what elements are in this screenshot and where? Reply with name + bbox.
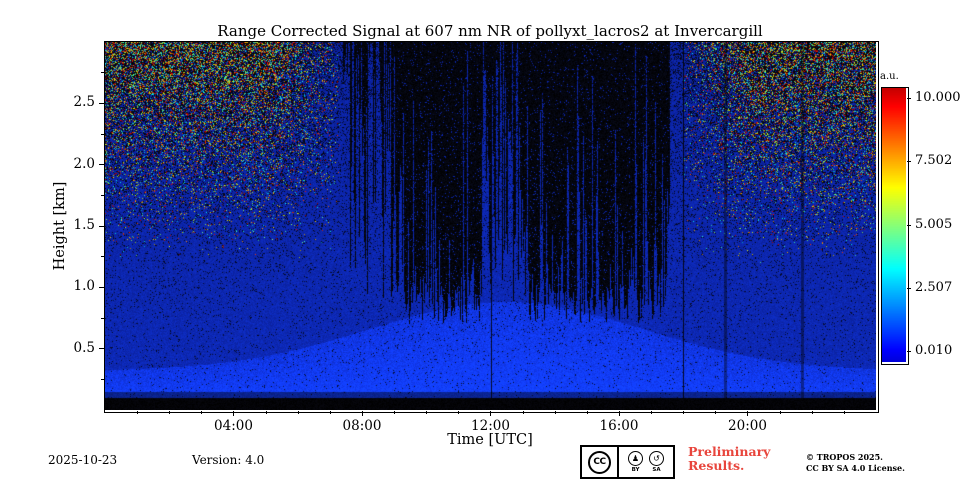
y-tick-mark — [99, 164, 104, 166]
colorbar-tick-label: 2.507 — [915, 279, 953, 295]
chart-title: Range Corrected Signal at 607 nm NR of p… — [217, 22, 763, 40]
x-tick-mark — [618, 411, 620, 416]
y-tick-label: 2.5 — [73, 94, 95, 111]
measurement-date-label: 2025-10-23 — [48, 453, 118, 467]
colorbar-tick-mark — [907, 351, 911, 353]
x-minor-tick-mark — [201, 411, 203, 414]
copyright-line2: CC BY SA 4.0 License. — [806, 463, 905, 473]
y-tick-label: 2.0 — [73, 155, 95, 172]
x-tick-mark — [490, 411, 491, 416]
colorbar-tick-mark — [907, 97, 911, 99]
x-minor-tick-mark — [522, 411, 524, 414]
x-minor-tick-mark — [426, 411, 428, 414]
x-minor-tick-mark — [554, 411, 556, 414]
cc-sa-share-icon: ↺ — [649, 451, 664, 466]
x-minor-tick-mark — [715, 411, 717, 414]
x-minor-tick-mark — [843, 411, 845, 414]
heatmap-canvas — [105, 42, 876, 410]
version-label: Version: 4.0 — [192, 453, 265, 467]
cc-sa-label: SA — [652, 467, 661, 473]
x-minor-tick-mark — [297, 411, 299, 414]
colorbar-tick-label: 0.010 — [915, 343, 953, 359]
y-minor-tick-mark — [101, 317, 104, 319]
x-tick-mark — [361, 411, 363, 416]
x-minor-tick-mark — [394, 411, 396, 414]
preliminary-results-note: Preliminary Results. — [688, 445, 770, 472]
x-minor-tick-mark — [779, 411, 781, 414]
x-minor-tick-mark — [265, 411, 267, 414]
colorbar-tick-label: 5.005 — [915, 216, 953, 232]
y-minor-tick-mark — [101, 72, 104, 74]
cc-icon: CC — [588, 450, 611, 474]
y-axis-label: Height [km] — [52, 181, 68, 271]
y-tick-label: 0.5 — [73, 339, 95, 356]
y-tick-label: 1.0 — [73, 278, 95, 295]
x-tick-label: 04:00 — [214, 418, 253, 434]
x-minor-tick-mark — [651, 411, 653, 414]
x-axis-label: Time [UTC] — [447, 432, 533, 448]
colorbar-canvas — [882, 88, 906, 362]
x-tick-label: 08:00 — [342, 418, 382, 434]
colorbar-tick-mark — [907, 287, 911, 289]
x-minor-tick-mark — [137, 411, 139, 414]
cc-by-mark: ♟ BY — [628, 451, 643, 473]
cc-by-person-icon: ♟ — [628, 451, 643, 466]
colorbar-tick-mark — [907, 161, 911, 163]
cc-logo-box: CC — [582, 447, 617, 477]
colorbar-tick-mark — [907, 224, 911, 226]
x-minor-tick-mark — [586, 411, 588, 414]
y-tick-mark — [99, 225, 104, 227]
cc-terms-box: ♟ BY ↺ SA — [617, 447, 673, 477]
colorbar-unit-label: a.u. — [880, 71, 899, 82]
x-minor-tick-mark — [169, 411, 171, 414]
cc-license-badge: CC ♟ BY ↺ SA — [580, 445, 675, 479]
cc-by-label: BY — [631, 467, 640, 473]
colorbar-tick-label: 10.000 — [915, 89, 960, 105]
y-minor-tick-mark — [101, 194, 104, 196]
preliminary-line2: Results. — [688, 457, 745, 473]
y-tick-mark — [99, 102, 104, 104]
x-minor-tick-mark — [329, 411, 331, 414]
cc-sa-mark: ↺ SA — [649, 451, 664, 473]
y-minor-tick-mark — [101, 256, 104, 258]
x-minor-tick-mark — [683, 411, 685, 414]
y-minor-tick-mark — [101, 133, 104, 135]
x-tick-mark — [747, 411, 748, 416]
copyright-note: © TROPOS 2025. CC BY SA 4.0 License. — [806, 452, 905, 474]
y-minor-tick-mark — [101, 378, 104, 380]
x-tick-label: 20:00 — [728, 418, 767, 434]
x-tick-mark — [233, 411, 234, 416]
x-tick-label: 16:00 — [599, 418, 639, 434]
x-minor-tick-mark — [811, 411, 813, 414]
colorbar-tick-label: 7.502 — [915, 153, 953, 169]
y-tick-mark — [99, 348, 104, 350]
copyright-line1: © TROPOS 2025. — [806, 452, 883, 462]
y-tick-mark — [99, 286, 104, 288]
x-minor-tick-mark — [458, 411, 460, 414]
preliminary-line1: Preliminary — [688, 444, 771, 459]
